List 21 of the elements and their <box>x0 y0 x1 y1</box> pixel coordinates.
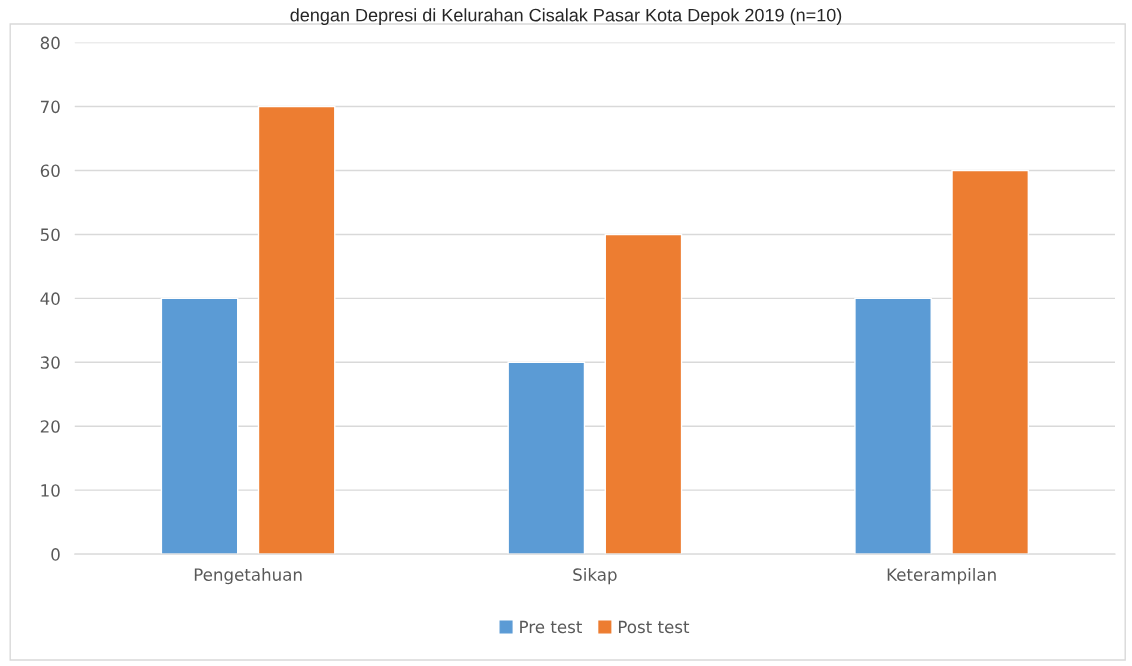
y-tick-label: 10 <box>41 484 60 497</box>
legend-label: Post test <box>618 620 690 634</box>
y-tick-label: 70 <box>40 100 60 114</box>
bar <box>951 169 1030 555</box>
legend-label: Pre test <box>520 620 582 634</box>
y-tick-label: 0 <box>51 548 60 561</box>
bar <box>507 361 586 555</box>
y-tick-label: 20 <box>40 420 60 433</box>
bar <box>160 297 239 555</box>
y-tick-label: 80 <box>40 36 60 50</box>
chart-title: dengan Depresi di Kelurahan Cisalak Pasar Kota Depok 2019 (n=10) <box>290 8 842 26</box>
x-tick-label: Pengetahuan <box>194 568 302 585</box>
y-tick-label: 30 <box>40 356 60 369</box>
x-tick-label: Keterampilan <box>887 568 996 585</box>
y-tick-label: 60 <box>40 164 60 178</box>
x-tick-label: Sikap <box>573 568 617 585</box>
bar <box>854 297 932 555</box>
y-tick-label: 40 <box>40 292 60 305</box>
y-tick-label: 50 <box>40 228 60 241</box>
bar <box>604 233 683 555</box>
bar <box>257 105 336 555</box>
